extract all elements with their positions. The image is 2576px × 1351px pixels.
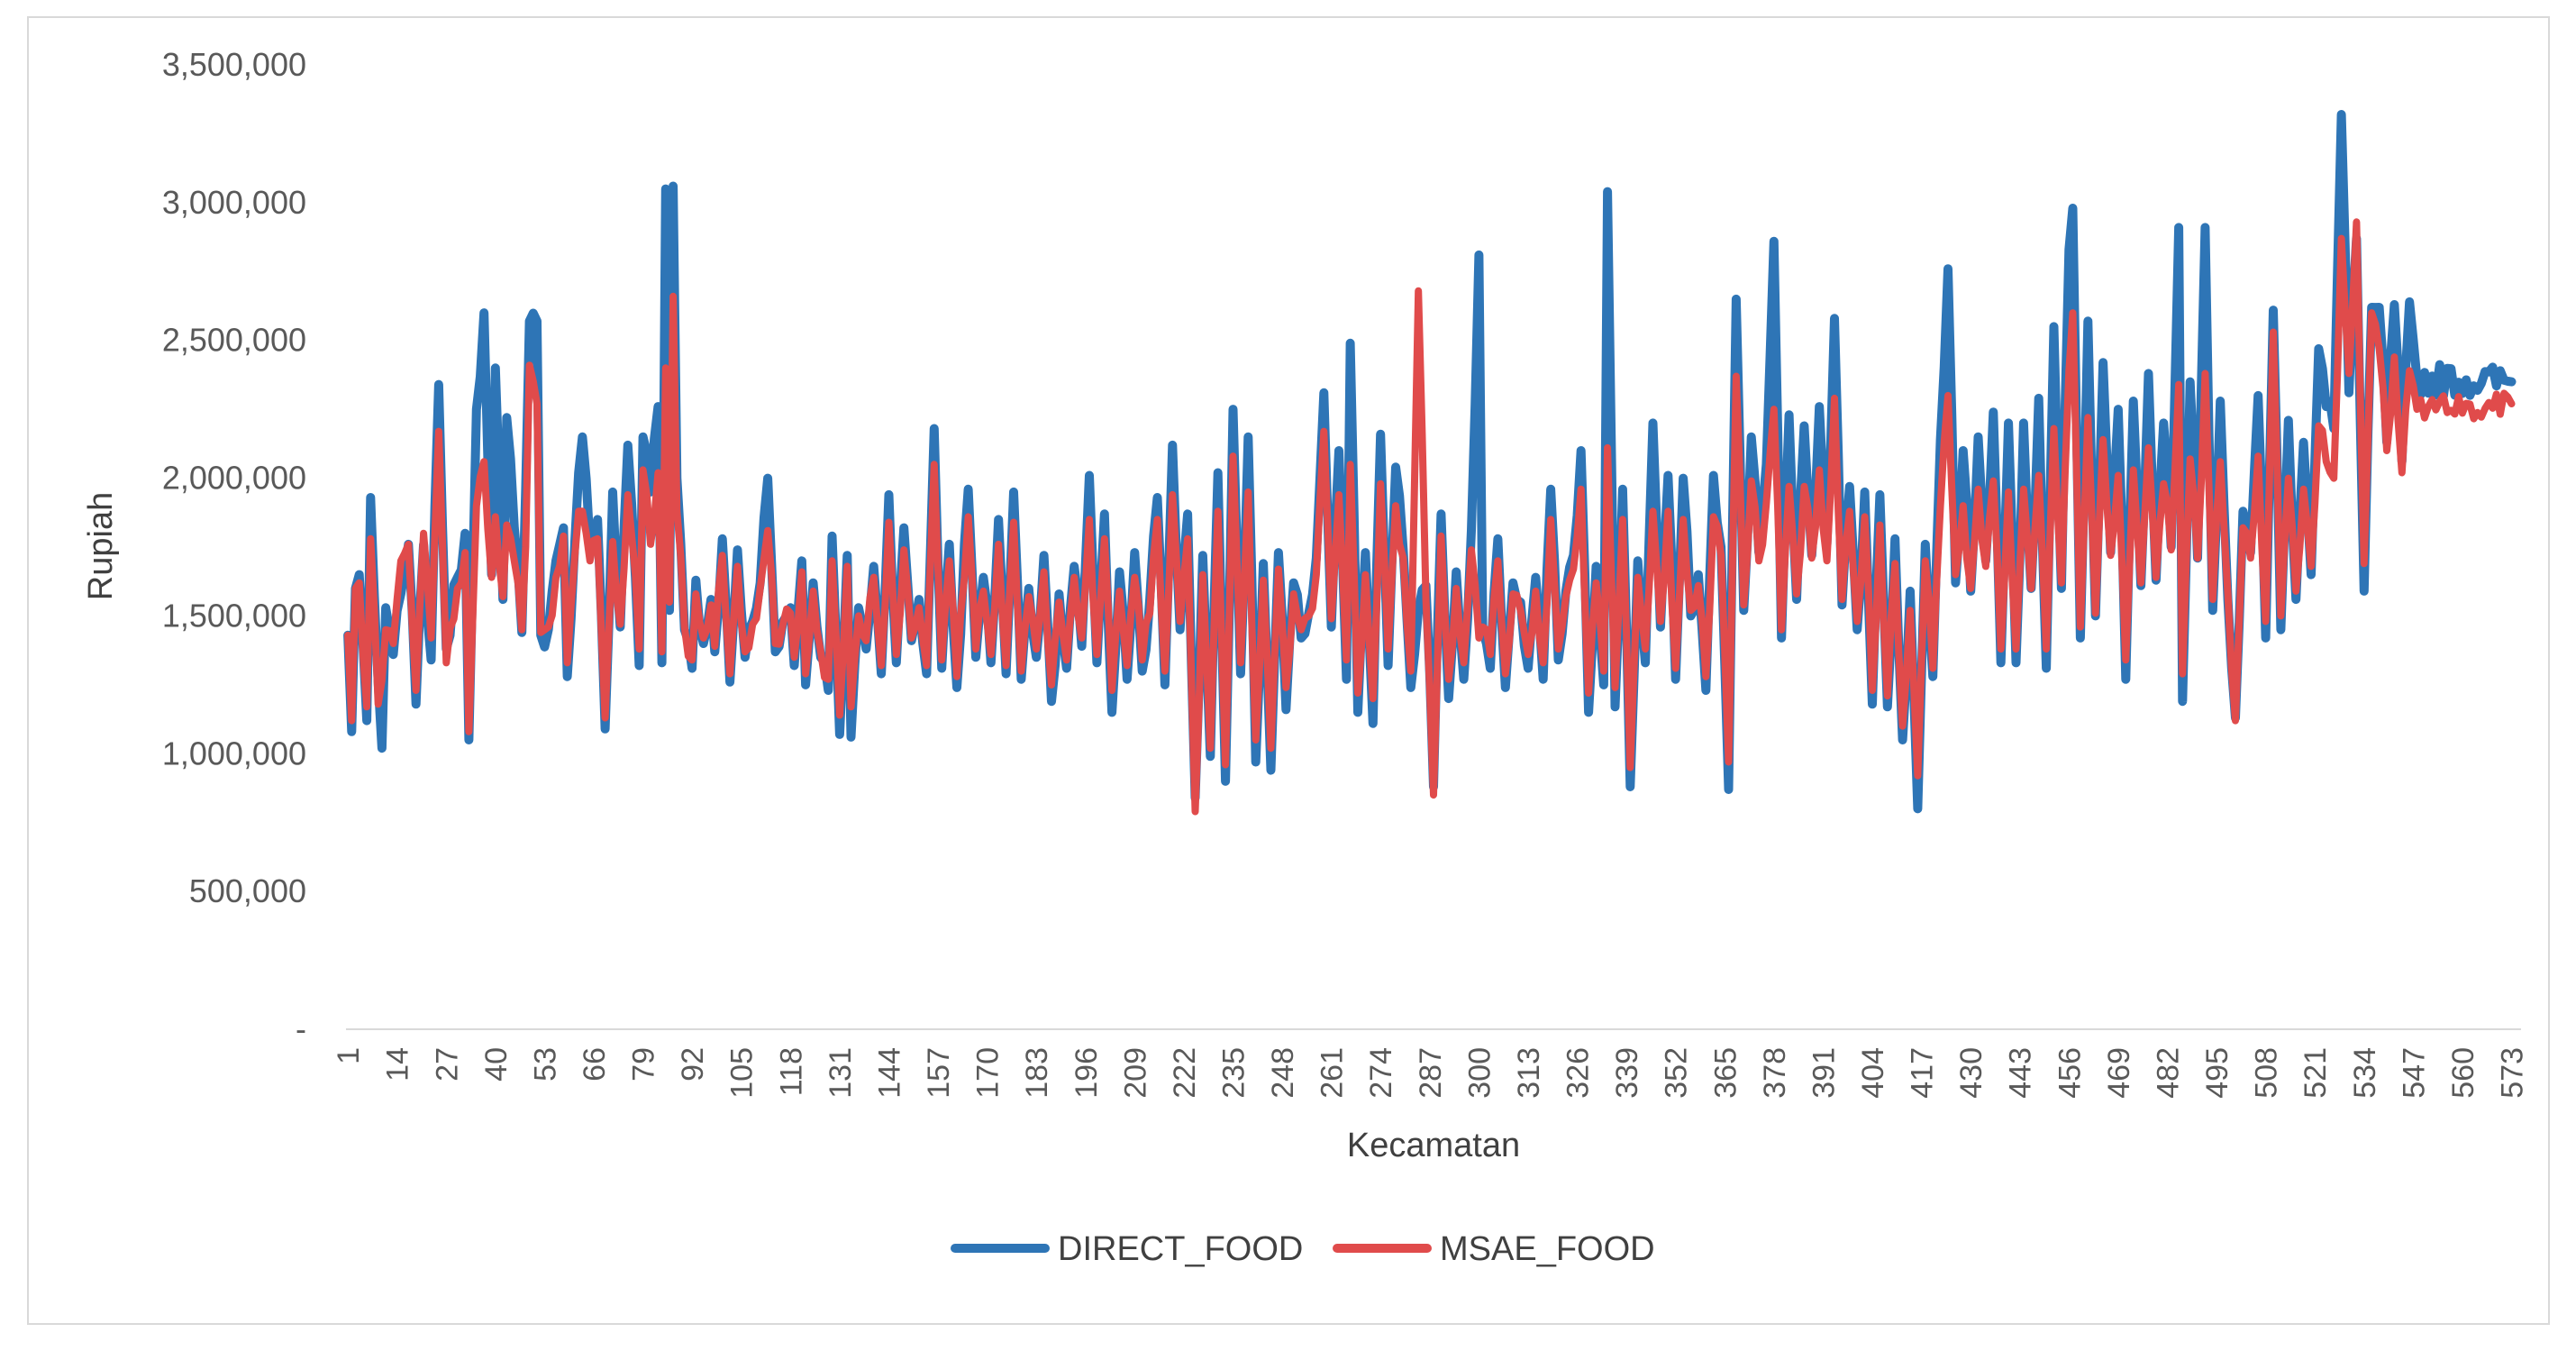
x-tick-label: 573 (2496, 1047, 2530, 1099)
legend: DIRECT_FOOD MSAE_FOOD (951, 1230, 1655, 1268)
x-tick-label: 547 (2397, 1047, 2431, 1099)
x-tick-label: 339 (1610, 1047, 1644, 1099)
x-tick-label: 287 (1414, 1047, 1448, 1099)
x-tick-label: 508 (2250, 1047, 2284, 1099)
y-tick-label: 500,000 (189, 872, 306, 909)
x-tick-label: 391 (1807, 1047, 1841, 1099)
x-tick-label: 313 (1512, 1047, 1546, 1099)
x-tick-label: 495 (2200, 1047, 2235, 1099)
y-tick-label: 3,500,000 (162, 46, 306, 83)
x-tick-label: 157 (922, 1047, 956, 1099)
x-tick-label: 378 (1758, 1047, 1792, 1099)
x-tick-label: 183 (1020, 1047, 1054, 1099)
x-tick-label: 261 (1315, 1047, 1350, 1099)
x-tick-label: 222 (1168, 1047, 1202, 1099)
x-tick-label: 1 (332, 1047, 366, 1064)
series-line-msae-food (344, 218, 2516, 816)
y-tick-label: 3,000,000 (162, 184, 306, 221)
x-tick-label: 144 (872, 1047, 906, 1099)
x-tick-label: 248 (1266, 1047, 1300, 1099)
x-tick-label: 482 (2151, 1047, 2185, 1099)
legend-label-direct-food: DIRECT_FOOD (1058, 1230, 1303, 1268)
series-layer (343, 110, 2517, 816)
y-tick-label: 1,000,000 (162, 735, 306, 771)
y-tick-label: 2,000,000 (162, 460, 306, 497)
legend-label-msae-food: MSAE_FOOD (1440, 1230, 1655, 1268)
x-tick-label: 40 (479, 1047, 514, 1082)
y-axis-title: Rupiah (82, 492, 120, 600)
x-tick-label: 235 (1216, 1047, 1251, 1099)
x-tick-label: 326 (1561, 1047, 1596, 1099)
x-tick-label: 196 (1070, 1047, 1104, 1099)
x-tick-label: 352 (1660, 1047, 1694, 1099)
x-tick-label: 27 (430, 1047, 464, 1082)
x-tick-label: 105 (725, 1047, 760, 1099)
x-tick-label: 53 (528, 1047, 562, 1082)
x-tick-label: 131 (824, 1047, 858, 1099)
y-tick-label: - (296, 1010, 306, 1047)
x-tick-label: 430 (1954, 1047, 1989, 1099)
x-tick-label: 300 (1462, 1047, 1497, 1099)
x-tick-label: 534 (2348, 1047, 2382, 1099)
x-tick-label: 274 (1364, 1047, 1398, 1099)
x-tick-label: 469 (2102, 1047, 2136, 1099)
x-tick-label: 118 (774, 1047, 808, 1096)
x-tick-label: 92 (676, 1047, 710, 1082)
x-tick-label: 79 (627, 1047, 661, 1082)
x-tick-label: 365 (1708, 1047, 1743, 1099)
x-tick-label: 560 (2446, 1047, 2480, 1099)
x-tick-label: 209 (1118, 1047, 1152, 1099)
chart-frame: - 500,000 1,000,000 1,500,000 2,000,000 2,500… (27, 16, 2550, 1325)
x-tick-label: 456 (2053, 1047, 2087, 1099)
line-chart: - 500,000 1,000,000 1,500,000 2,000,000 2,500… (82, 46, 2530, 1268)
x-tick-label: 417 (1906, 1047, 1940, 1099)
y-tick-label: 2,500,000 (162, 322, 306, 359)
y-axis-ticks: - 500,000 1,000,000 1,500,000 2,000,000 2,500… (162, 46, 306, 1047)
x-axis-title: Kecamatan (1347, 1127, 1520, 1164)
x-tick-label: 170 (971, 1047, 1006, 1099)
x-tick-label: 66 (578, 1047, 612, 1082)
x-tick-label: 521 (2298, 1047, 2333, 1099)
x-axis-ticks: 1 14 27 40 53 66 79 92 105 118 131 144 157 170 183 196 2… (332, 1047, 2529, 1099)
x-tick-label: 404 (1856, 1047, 1890, 1099)
y-tick-label: 1,500,000 (162, 597, 306, 634)
x-tick-label: 14 (381, 1047, 415, 1082)
x-tick-label: 443 (2004, 1047, 2038, 1099)
